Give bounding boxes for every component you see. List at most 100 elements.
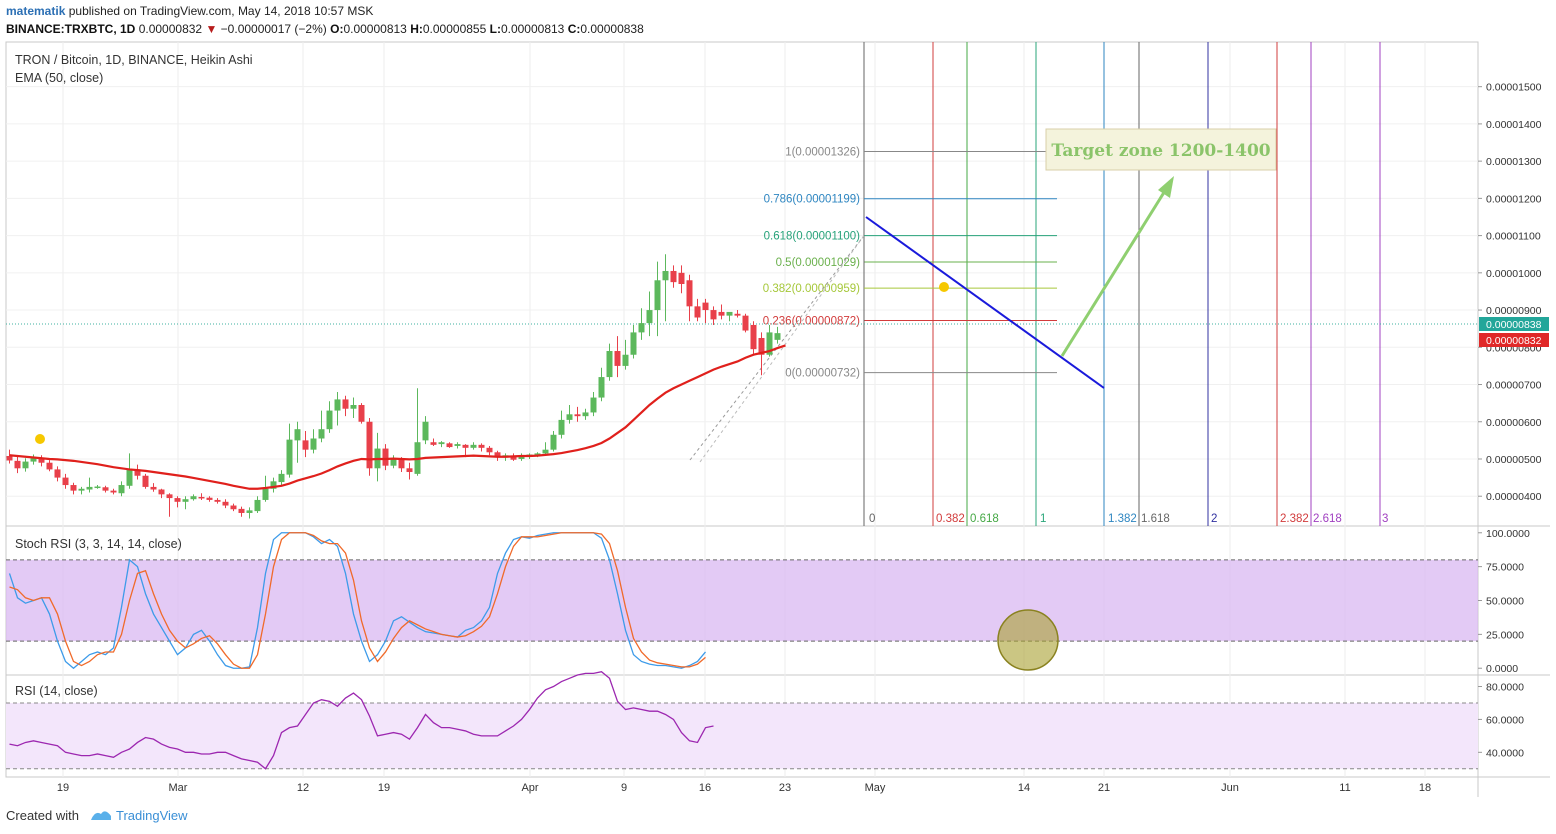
candle-body	[142, 475, 149, 487]
last-price-label: 0.00000838	[1486, 319, 1542, 331]
candle-body	[334, 399, 341, 411]
candle-body	[318, 429, 325, 439]
candle-body	[694, 306, 701, 318]
footer: Created with TradingView	[6, 808, 188, 825]
ema-legend: EMA (50, close)	[15, 71, 103, 85]
candle-body	[22, 461, 29, 469]
candle-body	[102, 487, 109, 491]
fib-level-label: 0.5(0.00001029)	[776, 257, 861, 269]
stoch-band	[6, 559, 1478, 642]
candle-body	[774, 333, 781, 340]
candle-body	[670, 270, 677, 283]
candle-body	[758, 337, 765, 355]
candle-body	[310, 438, 317, 450]
candle-body	[110, 490, 117, 493]
candle-body	[198, 496, 205, 499]
close-label: C:	[567, 22, 581, 36]
candle-body	[750, 324, 757, 350]
candle-body	[14, 460, 21, 469]
candle-body	[454, 444, 461, 446]
candle-body	[574, 414, 581, 417]
candle-body	[94, 486, 101, 489]
tradingview-brand[interactable]: TradingView	[116, 808, 188, 823]
candle-body	[558, 419, 565, 435]
x-tick-label: 18	[1419, 782, 1431, 794]
y-tick-label: 0.00000500	[1486, 454, 1542, 466]
fib-level-label: 0(0.00000732)	[785, 368, 860, 380]
x-tick-label: Jun	[1221, 782, 1239, 794]
y-tick-label: 0.00000700	[1486, 380, 1542, 392]
y-tick-label: 0.00001100	[1486, 231, 1541, 243]
candle-body	[38, 458, 45, 463]
candle-body	[566, 414, 573, 420]
low-value: 0.00000813	[500, 22, 565, 36]
candle-body	[766, 332, 773, 355]
fib-time-label: 0.618	[970, 513, 999, 525]
fib-level-label: 1(0.00001326)	[785, 146, 860, 158]
stoch-d-line	[9, 532, 706, 669]
stoch-y-label: 25.0000	[1486, 629, 1524, 641]
x-tick-label: 23	[779, 782, 791, 794]
candle-body	[654, 280, 661, 311]
candle-body	[182, 499, 189, 502]
candle-body	[54, 469, 61, 478]
candle-body	[238, 508, 245, 513]
candle-body	[646, 310, 653, 324]
fib-time-label: 3	[1382, 513, 1388, 525]
candle-body	[726, 311, 733, 316]
y-tick-label: 0.00000400	[1486, 491, 1542, 503]
ema-line	[9, 344, 786, 490]
highlight-circle	[997, 609, 1059, 671]
candle-body	[382, 448, 389, 466]
candle-body	[78, 488, 85, 491]
candle-body	[206, 497, 213, 500]
fib-level-label: 0.618(0.00001100)	[764, 231, 861, 243]
target-zone-label: Target zone 1200-1400	[1051, 141, 1270, 161]
candle-body	[718, 311, 725, 316]
candle-body	[230, 505, 237, 510]
candle-body	[462, 444, 469, 448]
signal-dot	[35, 434, 45, 444]
candle-body	[582, 412, 589, 417]
rsi-line	[9, 671, 714, 770]
candle-body	[286, 439, 293, 475]
candle-body	[302, 440, 309, 450]
x-tick-label: May	[865, 782, 886, 794]
candle-body	[438, 442, 445, 445]
fib-diagonal-2	[699, 235, 865, 463]
rsi-y-label: 40.0000	[1486, 747, 1524, 759]
candle-body	[430, 442, 437, 445]
last-price: 0.00000832	[138, 22, 203, 36]
candle-body	[486, 447, 493, 453]
fib-time-label: 0	[869, 513, 875, 525]
fib-time-label: 1	[1040, 513, 1046, 525]
candle-body	[742, 315, 749, 331]
publish-line: matematik published on TradingView.com, …	[6, 4, 373, 18]
open-value: 0.00000813	[343, 22, 407, 36]
main-pane-title: TRON / Bitcoin, 1D, BINANCE, Heikin Ashi	[15, 53, 253, 67]
candle-body	[262, 488, 269, 500]
y-tick-label: 0.00001400	[1486, 119, 1542, 131]
candle-body	[630, 332, 637, 355]
signal-dot	[939, 282, 949, 292]
down-arrow-icon: ▼	[205, 22, 218, 36]
candle-body	[550, 434, 557, 450]
candle-body	[638, 323, 645, 333]
candle-body	[70, 485, 77, 491]
author-link[interactable]: matematik	[6, 4, 66, 18]
candle-body	[542, 449, 549, 454]
candle-body	[174, 498, 181, 502]
x-tick-label: 14	[1018, 782, 1030, 794]
high-label: H:	[410, 22, 423, 36]
candle-body	[470, 444, 477, 448]
candle-body	[30, 458, 37, 462]
candle-body	[478, 444, 485, 448]
candle-body	[246, 510, 253, 513]
candle-body	[166, 494, 173, 499]
candle-body	[446, 443, 453, 448]
price-change: −0.00000017 (−2%)	[220, 22, 327, 36]
candle-body	[358, 405, 365, 422]
prev-close-label: 0.00000832	[1486, 335, 1542, 347]
fib-diagonal	[689, 235, 865, 461]
